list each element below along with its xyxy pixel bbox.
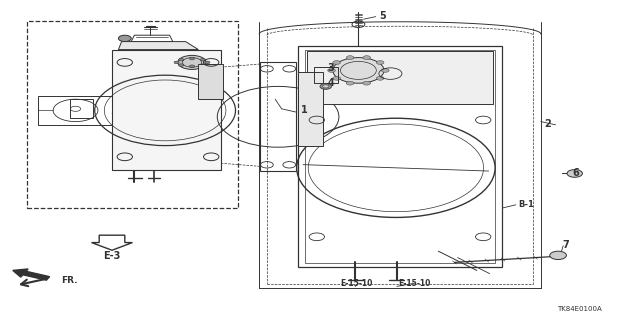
Circle shape <box>200 64 205 66</box>
FancyArrow shape <box>13 269 49 280</box>
Text: 2: 2 <box>544 119 551 129</box>
Circle shape <box>550 251 566 260</box>
Circle shape <box>333 60 340 64</box>
Text: B-1: B-1 <box>518 200 534 209</box>
Bar <box>305 50 495 263</box>
Text: E-15-10: E-15-10 <box>399 279 431 288</box>
Text: 7: 7 <box>562 240 569 250</box>
Bar <box>307 51 493 104</box>
Bar <box>27 21 238 208</box>
Circle shape <box>189 57 195 60</box>
Text: 3: 3 <box>328 63 335 73</box>
Text: FR.: FR. <box>61 276 77 285</box>
Circle shape <box>363 56 371 60</box>
Circle shape <box>376 76 384 80</box>
Text: 4: 4 <box>328 77 335 88</box>
Text: E-3: E-3 <box>103 251 121 261</box>
Circle shape <box>320 84 332 89</box>
Circle shape <box>346 56 354 60</box>
Circle shape <box>118 35 131 42</box>
Circle shape <box>328 68 335 72</box>
Circle shape <box>333 58 384 83</box>
Bar <box>70 99 93 118</box>
Circle shape <box>200 59 205 61</box>
Text: E-15-10: E-15-10 <box>340 279 372 288</box>
Bar <box>198 64 223 99</box>
Bar <box>260 62 296 171</box>
Polygon shape <box>118 42 198 50</box>
Bar <box>314 67 338 83</box>
Bar <box>298 46 502 267</box>
Circle shape <box>567 170 582 177</box>
Circle shape <box>363 81 371 85</box>
Polygon shape <box>92 235 132 250</box>
Text: 5: 5 <box>379 11 386 21</box>
Circle shape <box>179 64 184 66</box>
Text: 6: 6 <box>572 168 579 178</box>
Circle shape <box>381 68 389 72</box>
Circle shape <box>174 61 179 64</box>
Circle shape <box>376 60 384 64</box>
Bar <box>298 72 323 146</box>
Text: 1: 1 <box>301 105 308 116</box>
Circle shape <box>346 81 354 85</box>
Circle shape <box>179 59 184 61</box>
Polygon shape <box>112 50 221 170</box>
Circle shape <box>205 61 210 64</box>
Circle shape <box>189 65 195 68</box>
Circle shape <box>178 55 206 69</box>
Circle shape <box>323 85 329 88</box>
Text: TK84E0100A: TK84E0100A <box>557 306 602 312</box>
Circle shape <box>333 76 340 80</box>
